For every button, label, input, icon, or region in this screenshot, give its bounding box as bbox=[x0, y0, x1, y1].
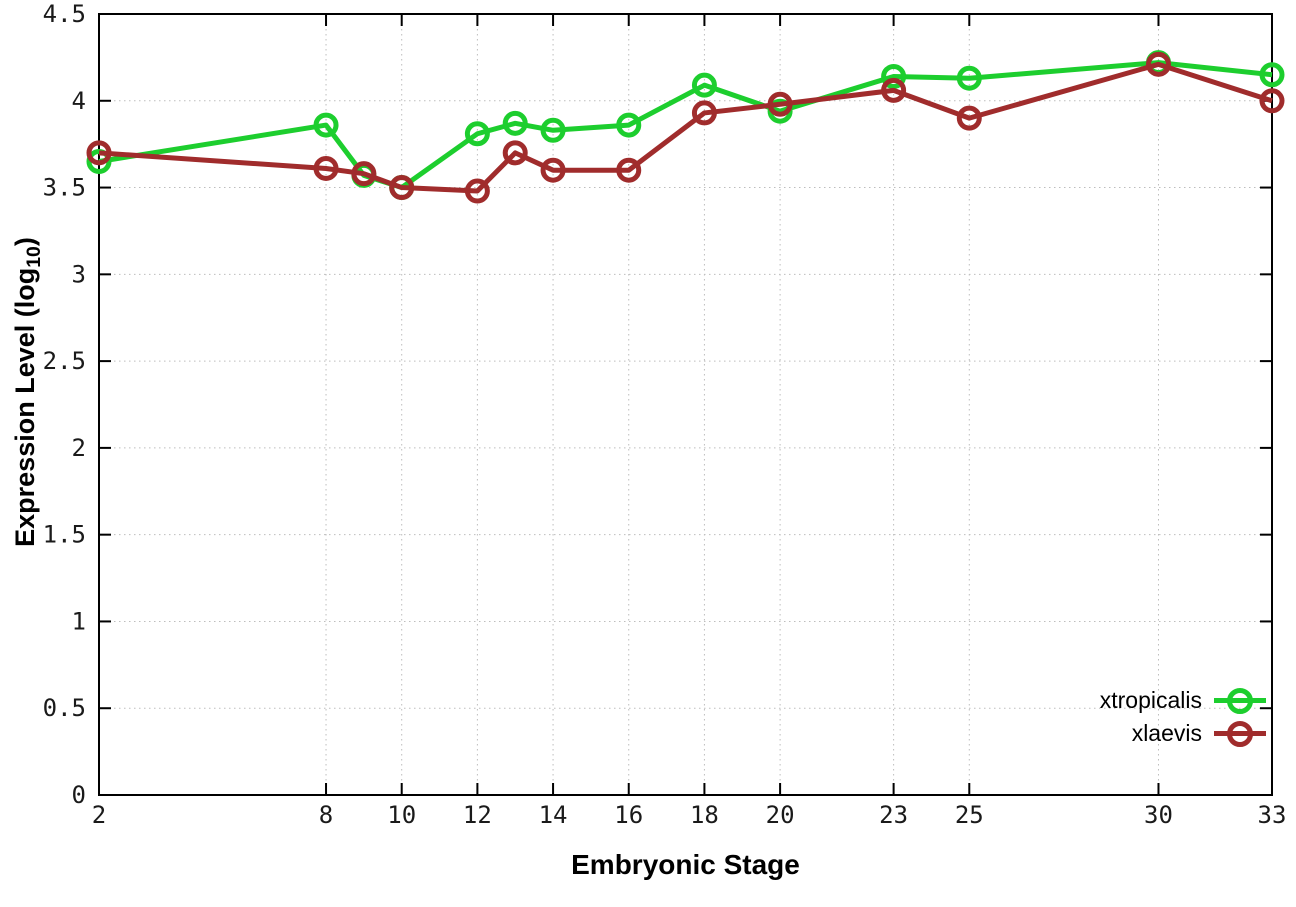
y-axis-title-subscript: 10 bbox=[22, 246, 45, 268]
data-point-marker-xlaevis bbox=[389, 175, 415, 201]
legend-sample-xlaevis bbox=[1214, 719, 1266, 749]
x-tick-label: 23 bbox=[879, 801, 908, 829]
x-axis-title: Embryonic Stage bbox=[571, 849, 800, 880]
y-tick-label: 3.5 bbox=[43, 174, 86, 202]
x-tick-label: 14 bbox=[539, 801, 568, 829]
y-tick-label: 1 bbox=[72, 607, 86, 635]
y-axis-title-text: Expression Level (log bbox=[10, 267, 41, 547]
data-point-marker-xlaevis bbox=[86, 140, 112, 166]
legend-sample-xtropicalis bbox=[1214, 686, 1266, 716]
y-axis-title: Expression Level (log10) bbox=[10, 237, 46, 547]
data-point-marker-xlaevis bbox=[540, 157, 566, 183]
open-circle-marker-icon bbox=[1227, 720, 1253, 747]
legend: xtropicalis xlaevis bbox=[1100, 684, 1266, 750]
y-tick-label: 3 bbox=[72, 260, 86, 288]
y-tick-label: 2.5 bbox=[43, 347, 86, 375]
x-tick-label: 12 bbox=[463, 801, 492, 829]
data-point-marker-xlaevis bbox=[956, 105, 982, 131]
y-tick-label: 0.5 bbox=[43, 694, 86, 722]
y-tick-label: 1.5 bbox=[43, 521, 86, 549]
x-tick-label: 30 bbox=[1144, 801, 1173, 829]
data-point-marker-xtropicalis bbox=[616, 112, 642, 138]
x-tick-label: 25 bbox=[955, 801, 984, 829]
data-point-marker-xlaevis bbox=[313, 155, 339, 181]
data-point-marker-xlaevis bbox=[616, 157, 642, 183]
data-point-marker-xlaevis bbox=[881, 77, 907, 103]
data-point-marker-xtropicalis bbox=[502, 110, 528, 136]
x-tick-label: 10 bbox=[387, 801, 416, 829]
series-line-xlaevis bbox=[98, 61, 1273, 194]
x-tick-label: 18 bbox=[690, 801, 719, 829]
legend-label-xtropicalis: xtropicalis bbox=[1099, 687, 1202, 713]
x-tick-label: 8 bbox=[319, 801, 333, 829]
data-point-marker-xtropicalis bbox=[313, 112, 339, 138]
legend-label-xlaevis: xlaevis bbox=[1131, 720, 1202, 746]
data-point-marker-xlaevis bbox=[502, 140, 528, 166]
data-point-marker-xtropicalis bbox=[1259, 62, 1285, 88]
data-point-marker-xtropicalis bbox=[540, 117, 566, 143]
data-point-marker-xtropicalis bbox=[464, 121, 490, 147]
y-axis-title-close: ) bbox=[10, 237, 41, 247]
data-point-marker-xlaevis bbox=[691, 100, 717, 126]
legend-item-xtropicalis: xtropicalis bbox=[1100, 684, 1266, 717]
data-point-marker-xtropicalis bbox=[881, 63, 907, 89]
data-point-marker-xtropicalis bbox=[956, 65, 982, 91]
data-point-marker-xlaevis bbox=[351, 161, 377, 187]
x-tick-label: 20 bbox=[766, 801, 795, 829]
x-tick-label: 16 bbox=[614, 801, 643, 829]
data-point-marker-xlaevis bbox=[767, 91, 793, 117]
data-point-marker-xlaevis bbox=[464, 178, 490, 204]
y-tick-label: 4 bbox=[72, 87, 86, 115]
data-point-marker-xlaevis bbox=[1145, 51, 1171, 77]
y-tick-label: 2 bbox=[72, 434, 86, 462]
legend-item-xlaevis: xlaevis bbox=[1132, 717, 1266, 750]
x-tick-label: 33 bbox=[1258, 801, 1287, 829]
y-tick-label: 4.5 bbox=[43, 0, 86, 28]
data-point-marker-xtropicalis bbox=[691, 72, 717, 98]
open-circle-marker-icon bbox=[1227, 687, 1253, 714]
y-tick-label: 0 bbox=[72, 781, 86, 809]
data-point-marker-xtropicalis bbox=[86, 149, 112, 175]
data-point-marker-xlaevis bbox=[1259, 88, 1285, 114]
x-tick-label: 2 bbox=[92, 801, 106, 829]
plot-border bbox=[98, 13, 1273, 796]
